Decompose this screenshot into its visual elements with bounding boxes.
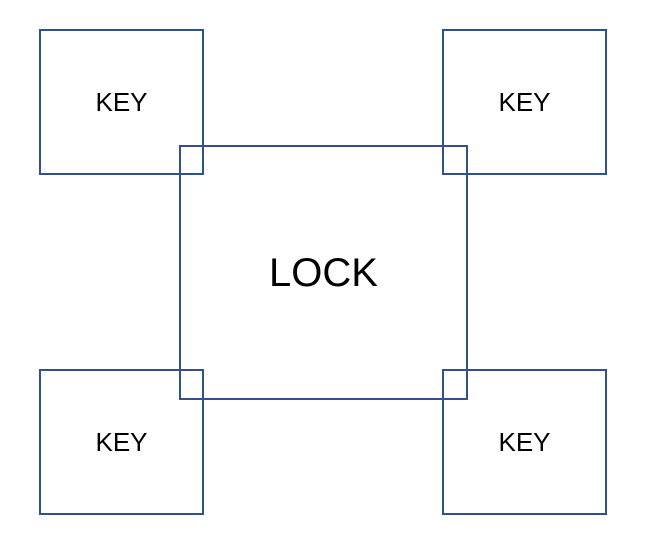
key-box-top-left: KEY bbox=[39, 29, 204, 175]
key-label: KEY bbox=[95, 427, 148, 457]
key-label: KEY bbox=[498, 87, 551, 117]
key-label: KEY bbox=[95, 87, 148, 117]
key-box-bottom-left: KEY bbox=[39, 369, 204, 515]
key-label: KEY bbox=[498, 427, 551, 457]
lock-label: LOCK bbox=[269, 250, 378, 295]
key-box-top-right: KEY bbox=[442, 29, 607, 175]
lock-box: LOCK bbox=[179, 145, 468, 400]
key-box-bottom-right: KEY bbox=[442, 369, 607, 515]
